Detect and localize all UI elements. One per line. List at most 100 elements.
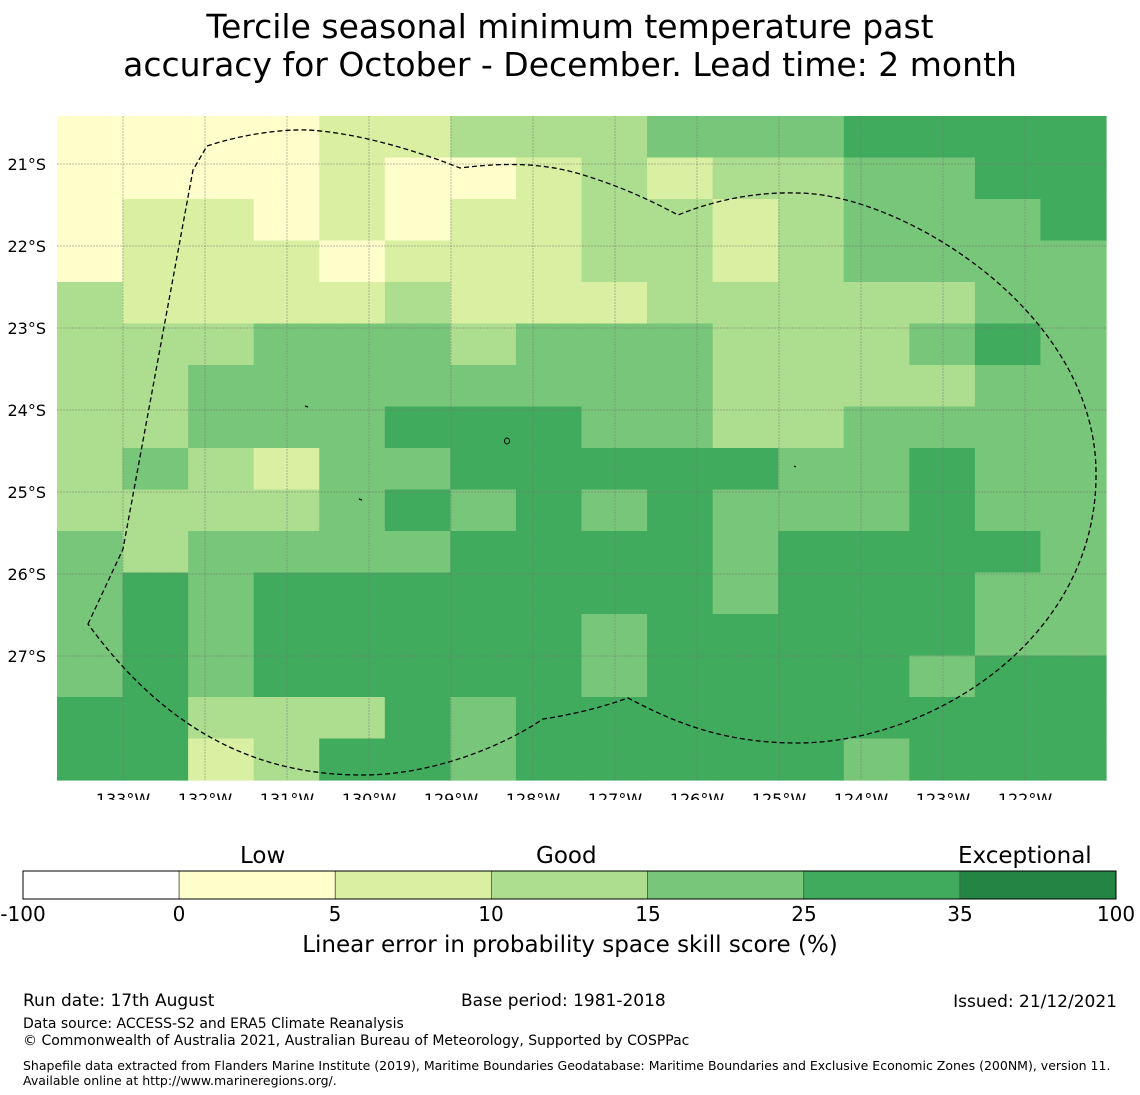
- skill-cell: [843, 157, 910, 200]
- longitude-label: 132°W: [178, 790, 233, 800]
- colorbar-tick: 15: [635, 902, 661, 926]
- skill-cell: [1040, 323, 1107, 366]
- skill-cell: [122, 531, 189, 574]
- skill-cell: [384, 531, 451, 574]
- colorbar: [22, 870, 1117, 900]
- skill-cell: [122, 323, 189, 366]
- skill-cell: [188, 531, 255, 574]
- skill-cell: [122, 489, 189, 532]
- skill-cell: [974, 489, 1042, 532]
- skill-cell: [712, 199, 779, 242]
- skill-cell: [647, 738, 714, 781]
- skill-cell: [974, 406, 1042, 449]
- skill-cell: [647, 406, 714, 449]
- skill-cell: [974, 655, 1042, 698]
- colorbar-segment: [959, 870, 1117, 900]
- colorbar-frame: [22, 870, 1117, 900]
- skill-cell: [712, 697, 779, 740]
- skill-cell: [1040, 489, 1107, 532]
- skill-cell: [843, 531, 910, 574]
- skill-cell: [57, 240, 124, 283]
- skill-cell: [188, 323, 255, 366]
- skill-cell: [712, 365, 779, 408]
- skill-cell: [122, 655, 189, 698]
- colorbar-tick: 5: [328, 902, 342, 926]
- skill-cell: [778, 655, 845, 698]
- skill-cell: [712, 240, 779, 283]
- skill-cell: [778, 489, 845, 532]
- skill-cell: [778, 614, 845, 657]
- skill-cell: [843, 282, 910, 325]
- skill-cell: [778, 240, 845, 283]
- skill-cell: [974, 116, 1042, 159]
- skill-cell: [319, 738, 386, 781]
- graticule: [57, 116, 1106, 780]
- skill-cell: [515, 116, 583, 159]
- skill-cell: [515, 531, 583, 574]
- skill-cell: [319, 448, 386, 491]
- skill-cell: [188, 614, 255, 657]
- latitude-label: 26°S: [7, 565, 46, 584]
- skill-cell: [909, 697, 976, 740]
- skill-cell: [384, 240, 451, 283]
- skill-cell: [515, 365, 583, 408]
- skill-cell: [515, 738, 583, 781]
- base-period: Base period: 1981-2018: [461, 991, 666, 1011]
- skill-cell: [974, 157, 1042, 200]
- skill-cell: [974, 697, 1042, 740]
- skill-cell: [122, 116, 189, 159]
- skill-cell: [581, 655, 648, 698]
- skill-cell: [384, 572, 451, 615]
- longitude-label: 124°W: [834, 790, 889, 800]
- skill-cell: [647, 282, 714, 325]
- skill-cell: [581, 240, 648, 283]
- skill-cell: [1040, 365, 1107, 408]
- skill-cell: [909, 157, 976, 200]
- skill-cell: [909, 323, 976, 366]
- skill-cell: [1040, 614, 1107, 657]
- skill-cell: [778, 697, 845, 740]
- skill-cell: [581, 697, 648, 740]
- skill-cell: [974, 323, 1042, 366]
- skill-cell: [450, 240, 517, 283]
- skill-cell: [581, 531, 648, 574]
- skill-cell: [712, 738, 779, 781]
- skill-cell: [319, 282, 386, 325]
- skill-cell: [843, 489, 910, 532]
- skill-cell: [122, 199, 189, 242]
- skill-cell: [974, 282, 1042, 325]
- skill-cell: [122, 697, 189, 740]
- skill-cell: [57, 448, 124, 491]
- skill-cell: [450, 199, 517, 242]
- skill-cell: [319, 697, 386, 740]
- skill-cell: [1040, 531, 1107, 574]
- skill-cell: [843, 199, 910, 242]
- skill-cell: [909, 406, 976, 449]
- skill-cell: [384, 448, 451, 491]
- skill-cell: [647, 240, 714, 283]
- skill-cell: [384, 157, 451, 200]
- skill-cell: [319, 614, 386, 657]
- skill-cell: [384, 199, 451, 242]
- data-source: Data source: ACCESS-S2 and ERA5 Climate …: [23, 1016, 404, 1032]
- skill-cell: [57, 157, 124, 200]
- skill-cell: [712, 282, 779, 325]
- skill-cell: [319, 365, 386, 408]
- skill-cell: [515, 697, 583, 740]
- skill-cell: [450, 697, 517, 740]
- skill-cell: [188, 448, 255, 491]
- skill-cell: [843, 697, 910, 740]
- skill-cell: [450, 531, 517, 574]
- longitude-label: 131°W: [260, 790, 315, 800]
- skill-cell: [909, 489, 976, 532]
- skill-cell: [515, 572, 583, 615]
- skill-cell: [974, 531, 1042, 574]
- skill-cell: [57, 199, 124, 242]
- skill-cell: [712, 614, 779, 657]
- skill-cell: [188, 738, 255, 781]
- skill-cell: [1040, 655, 1107, 698]
- copyright: © Commonwealth of Australia 2021, Austra…: [23, 1033, 690, 1049]
- skill-cell: [450, 614, 517, 657]
- shapefile-credit: Shapefile data extracted from Flanders M…: [23, 1058, 1111, 1088]
- skill-cell: [122, 448, 189, 491]
